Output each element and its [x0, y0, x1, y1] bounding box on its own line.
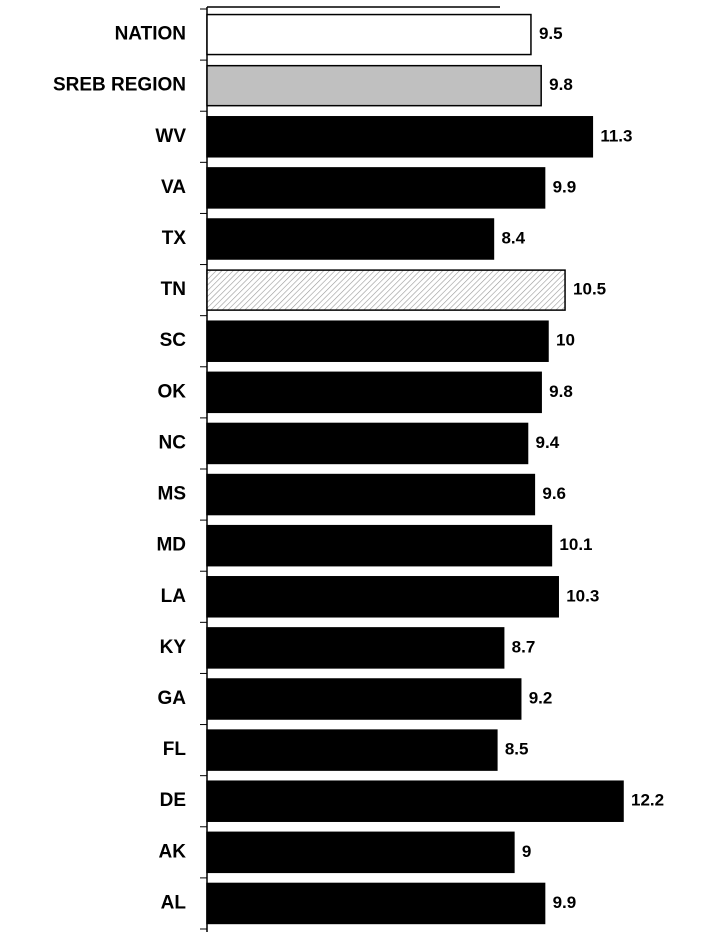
bar — [207, 270, 565, 310]
value-label: 8.7 — [512, 637, 536, 656]
category-label: DE — [160, 790, 186, 811]
bar — [207, 577, 558, 617]
category-label: WV — [155, 126, 186, 147]
value-label: 9.9 — [553, 177, 577, 196]
value-label: 8.5 — [505, 740, 529, 759]
bar — [207, 321, 548, 361]
bar — [207, 628, 504, 668]
chart: NATION 9.5 SREB REGION 9.8 WV 11.3 VA 9.9 TX 8.4 T… — [0, 0, 711, 935]
value-label: 9.6 — [542, 484, 566, 503]
category-label: NATION — [115, 24, 186, 45]
value-label: 9.2 — [529, 688, 553, 707]
category-label: FL — [163, 739, 187, 760]
bar — [207, 475, 534, 515]
value-label: 10.3 — [566, 586, 599, 605]
category-label: VA — [161, 177, 186, 198]
value-label: 9.4 — [536, 433, 560, 452]
category-label: SC — [160, 330, 187, 351]
bar — [207, 526, 551, 566]
bar — [207, 883, 545, 923]
bar — [207, 117, 592, 157]
value-label: 10 — [556, 331, 575, 350]
bar — [207, 15, 531, 55]
value-label: 11.3 — [600, 126, 632, 145]
category-label: SREB REGION — [53, 75, 186, 96]
bar — [207, 679, 521, 719]
page: {"chart_data": {"type": "hbar", "categor… — [0, 0, 711, 935]
bar — [207, 781, 623, 821]
value-label: 9 — [522, 842, 531, 861]
category-label: TX — [162, 228, 187, 249]
bar — [207, 66, 541, 106]
value-label: 9.8 — [549, 75, 573, 94]
bar — [207, 219, 493, 259]
bar — [207, 423, 528, 463]
category-label: NC — [159, 432, 187, 453]
bar — [207, 730, 497, 770]
category-label: OK — [158, 381, 187, 402]
category-label: KY — [160, 637, 187, 658]
category-label: LA — [161, 586, 187, 607]
category-label: AL — [161, 892, 187, 913]
category-label: GA — [158, 688, 187, 709]
bar — [207, 372, 541, 412]
value-label: 10.1 — [559, 535, 592, 554]
value-label: 10.5 — [573, 280, 606, 299]
bar — [207, 832, 514, 872]
value-label: 8.4 — [501, 228, 525, 247]
category-label: MD — [156, 535, 186, 556]
category-label: AK — [159, 841, 187, 862]
bar — [207, 168, 545, 208]
value-label: 9.5 — [539, 24, 563, 43]
value-label: 9.9 — [553, 893, 577, 912]
category-label: MS — [158, 484, 187, 505]
value-label: 12.2 — [631, 791, 664, 810]
category-label: TN — [161, 279, 186, 300]
value-label: 9.8 — [549, 382, 573, 401]
